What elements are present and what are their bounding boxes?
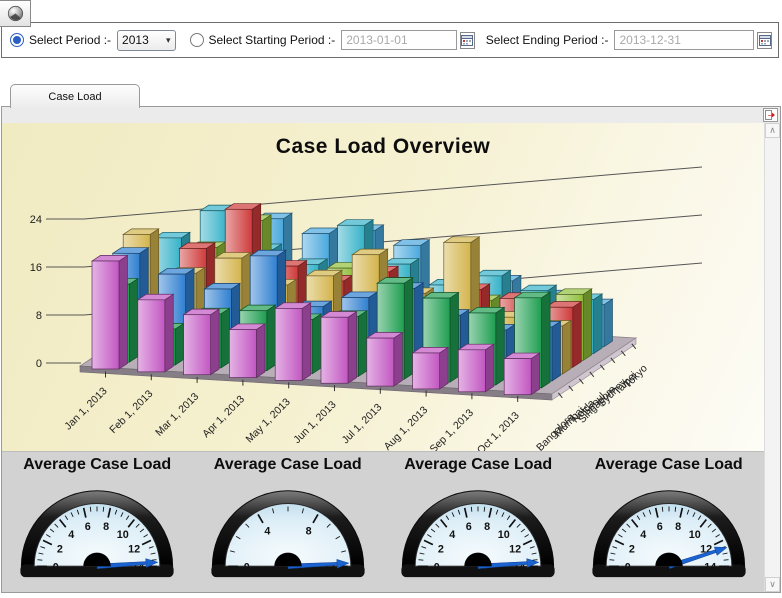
select-period-radio[interactable]: [10, 33, 24, 47]
svg-text:12: 12: [509, 543, 521, 555]
svg-text:8: 8: [36, 310, 42, 322]
starting-period-calendar-button[interactable]: [460, 31, 475, 49]
select-starting-period-radio[interactable]: [189, 33, 204, 47]
svg-text:4: 4: [640, 529, 646, 541]
svg-text:Oct 1, 2013: Oct 1, 2013: [475, 409, 522, 451]
svg-text:2: 2: [438, 543, 444, 555]
select-ending-period-label: Select Ending Period :-: [485, 33, 609, 47]
svg-text:0: 0: [36, 358, 42, 370]
svg-text:0: 0: [243, 561, 249, 573]
svg-text:Mar 1, 2013: Mar 1, 2013: [153, 390, 201, 438]
panel-header: [2, 107, 780, 124]
svg-text:24: 24: [30, 214, 42, 226]
gauge-cell-3: Average Case Load 0 2 4 6 8 10 12 14: [383, 452, 574, 592]
collapse-export-button[interactable]: [763, 108, 778, 122]
period-year-value: 2013: [122, 33, 149, 47]
gauge-cell-1: Average Case Load 0 2 4 6 8 10 12 14: [2, 452, 193, 592]
svg-text:10: 10: [688, 529, 700, 541]
case-load-chart: 0 8 16 24 Jan 1, 2013 Feb 1, 2013 Mar 1, 2013 A…: [2, 123, 764, 451]
tab-strip: Case Load: [1, 84, 781, 108]
average-case-load-gauge: 04 812: [211, 490, 365, 578]
starting-period-input[interactable]: [341, 30, 458, 50]
svg-text:Sep 1, 2013: Sep 1, 2013: [427, 407, 476, 451]
svg-text:12: 12: [128, 543, 140, 555]
scroll-down-button[interactable]: ∨: [765, 577, 780, 592]
svg-text:0: 0: [434, 561, 440, 573]
svg-text:6: 6: [466, 521, 472, 533]
ending-period-input[interactable]: [614, 30, 755, 50]
gauges-section: Average Case Load 0 2 4 6 8 10 12 14 Average Ca…: [2, 451, 764, 592]
period-toolbar: Select Period :- 2013 ▾ Select Starting …: [1, 22, 779, 58]
gauge-cell-2: Average Case Load 0 4 8 12: [193, 452, 384, 592]
export-icon: [765, 110, 775, 120]
svg-text:Tokyo: Tokyo: [622, 362, 650, 390]
svg-text:Aug 1, 2013: Aug 1, 2013: [382, 404, 431, 451]
svg-text:May 1, 2013: May 1, 2013: [243, 396, 292, 445]
gauge-title: Average Case Load: [23, 456, 172, 473]
calendar-icon: [461, 35, 474, 46]
svg-text:Jan 1, 2013: Jan 1, 2013: [62, 385, 109, 432]
panel-body: 0 8 16 24 Jan 1, 2013 Feb 1, 2013 Mar 1, 2013 A…: [2, 123, 764, 592]
svg-text:0: 0: [53, 561, 59, 573]
svg-text:4: 4: [450, 529, 456, 541]
sphere-icon: [7, 5, 23, 22]
period-year-select[interactable]: 2013 ▾: [117, 29, 176, 51]
svg-text:6: 6: [657, 521, 663, 533]
gauge-title: Average Case Load: [594, 456, 743, 473]
chart-title: Case Load Overview: [275, 135, 491, 158]
svg-text:10: 10: [117, 529, 129, 541]
svg-text:10: 10: [498, 529, 510, 541]
svg-text:Feb 1, 2013: Feb 1, 2013: [107, 388, 155, 436]
svg-text:6: 6: [85, 521, 91, 533]
svg-text:Jun 1, 2013: Jun 1, 2013: [291, 399, 338, 446]
svg-text:8: 8: [675, 521, 681, 533]
svg-text:4: 4: [69, 529, 75, 541]
svg-text:8: 8: [305, 526, 311, 538]
corner-tab[interactable]: [0, 0, 31, 27]
tab-case-load[interactable]: Case Load: [10, 84, 140, 108]
select-period-label: Select Period :-: [29, 33, 112, 47]
svg-text:8: 8: [103, 521, 109, 533]
svg-text:2: 2: [57, 543, 63, 555]
svg-text:Jul 1, 2013: Jul 1, 2013: [340, 401, 385, 446]
gauge-cell-4: Average Case Load 0 2 4 6 8 10 12 14: [574, 452, 765, 592]
gauge-title: Average Case Load: [213, 456, 362, 473]
calendar-icon: [758, 35, 771, 46]
svg-text:14: 14: [704, 561, 716, 573]
svg-text:16: 16: [30, 262, 42, 274]
vertical-scrollbar[interactable]: ∧ ∨: [764, 123, 780, 592]
chevron-down-icon: ▾: [165, 34, 171, 45]
svg-text:8: 8: [484, 521, 490, 533]
ending-period-calendar-button[interactable]: [757, 31, 772, 49]
tab-case-load-label: Case Load: [48, 90, 102, 103]
svg-text:0: 0: [624, 561, 630, 573]
gauge-title: Average Case Load: [404, 456, 553, 473]
dashboard-panel: 0 8 16 24 Jan 1, 2013 Feb 1, 2013 Mar 1, 2013 A…: [1, 106, 781, 593]
select-starting-period-label: Select Starting Period :-: [208, 33, 336, 47]
svg-text:2: 2: [629, 543, 635, 555]
svg-text:4: 4: [264, 526, 270, 538]
svg-text:Apr 1, 2013: Apr 1, 2013: [200, 393, 247, 440]
scroll-up-button[interactable]: ∧: [765, 123, 780, 138]
